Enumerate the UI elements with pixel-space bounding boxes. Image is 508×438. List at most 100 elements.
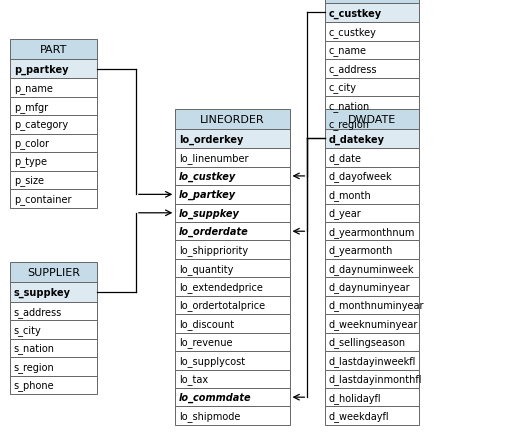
Text: d_sellingseason: d_sellingseason [329,337,406,347]
Bar [325,314,419,333]
Bar [325,149,419,167]
Text: p_container: p_container [14,194,71,204]
Bar [325,78,419,97]
Bar [325,97,419,115]
Bar [175,241,290,259]
Text: s_nation: s_nation [14,343,55,353]
Text: p_size: p_size [14,175,44,186]
Bar [325,406,419,425]
Bar [10,40,97,60]
Text: LINEORDER: LINEORDER [200,114,265,124]
Bar [10,376,97,394]
Text: s_region: s_region [14,361,54,372]
Text: d_yearmonth: d_yearmonth [329,245,393,255]
Bar [10,357,97,376]
Bar [175,167,290,186]
Text: c_city: c_city [329,82,357,93]
Text: d_yearmonthnum: d_yearmonthnum [329,226,415,237]
Bar [175,314,290,333]
Bar [325,60,419,78]
Text: p_partkey: p_partkey [14,64,68,74]
Text: c_custkey: c_custkey [329,27,376,38]
Text: d_weeknuminyear: d_weeknuminyear [329,318,418,329]
Text: d_daynuminweek: d_daynuminweek [329,263,414,274]
Bar [175,259,290,278]
Bar [10,98,97,116]
Text: lo_supplycost: lo_supplycost [179,355,245,366]
Bar [175,149,290,167]
Bar [175,129,290,149]
Bar [10,60,97,79]
Text: lo_custkey: lo_custkey [179,171,236,182]
Text: d_lastdayinmonthfl: d_lastdayinmonthfl [329,374,422,384]
Bar [325,278,419,296]
Text: p_category: p_category [14,120,68,131]
Bar [175,186,290,204]
Bar [175,333,290,351]
Bar [325,23,419,42]
Text: d_month: d_month [329,190,371,200]
Bar [325,241,419,259]
Text: lo_suppkey: lo_suppkey [179,208,240,219]
Text: lo_revenue: lo_revenue [179,337,232,347]
Text: s_phone: s_phone [14,380,54,390]
Bar [325,370,419,388]
Text: lo_commdate: lo_commdate [179,392,251,403]
Text: s_suppkey: s_suppkey [14,287,71,297]
Text: SUPPLIER: SUPPLIER [27,268,80,278]
Text: d_lastdayinweekfl: d_lastdayinweekfl [329,355,416,366]
Bar [325,296,419,314]
Bar [325,259,419,278]
Text: d_dayofweek: d_dayofweek [329,171,392,182]
Bar [10,190,97,208]
Bar [325,110,419,129]
Text: c_nation: c_nation [329,101,370,111]
Bar [175,278,290,296]
Text: d_daynuminyear: d_daynuminyear [329,282,410,292]
Text: s_city: s_city [14,325,42,335]
Bar [325,223,419,241]
Text: p_type: p_type [14,157,47,167]
Text: lo_linenumber: lo_linenumber [179,153,248,163]
Text: d_monthnuminyear: d_monthnuminyear [329,300,424,311]
Bar [175,110,290,129]
Text: d_datekey: d_datekey [329,134,385,144]
Text: d_date: d_date [329,153,362,163]
Text: lo_orderkey: lo_orderkey [179,134,243,144]
Text: lo_partkey: lo_partkey [179,190,236,200]
Text: lo_shippriority: lo_shippriority [179,245,248,255]
Bar [10,263,97,283]
Text: lo_tax: lo_tax [179,374,208,384]
Bar [325,4,419,23]
Bar [175,388,290,406]
Bar [325,204,419,223]
Bar [10,134,97,153]
Bar [325,167,419,186]
Text: d_year: d_year [329,208,361,219]
Text: p_color: p_color [14,138,49,149]
Text: p_name: p_name [14,84,53,93]
Bar [325,115,419,134]
Text: DWDATE: DWDATE [348,114,396,124]
Bar [175,370,290,388]
Bar [10,116,97,134]
Bar [325,42,419,60]
Text: c_region: c_region [329,119,370,130]
Text: lo_ordertotalprice: lo_ordertotalprice [179,300,265,311]
Bar [325,388,419,406]
Bar [325,186,419,204]
Text: c_name: c_name [329,46,367,56]
Text: PART: PART [40,45,67,55]
Text: lo_extendedprice: lo_extendedprice [179,282,263,292]
Bar [325,0,419,4]
Text: lo_orderdate: lo_orderdate [179,226,248,237]
Bar [10,339,97,357]
Text: s_address: s_address [14,306,62,317]
Text: lo_quantity: lo_quantity [179,263,233,274]
Bar [10,321,97,339]
Bar [325,129,419,149]
Bar [10,171,97,190]
Text: c_custkey: c_custkey [329,8,382,18]
Text: lo_discount: lo_discount [179,318,234,329]
Bar [10,79,97,98]
